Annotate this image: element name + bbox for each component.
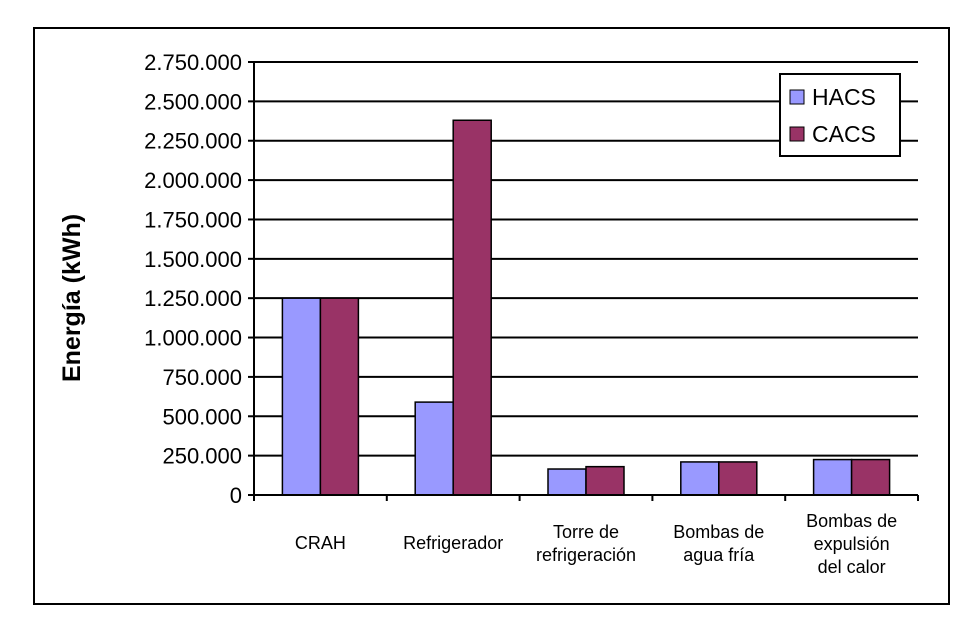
legend-label-cacs: CACS bbox=[812, 121, 876, 147]
bar-cacs-1 bbox=[452, 119, 492, 496]
x-category-label: refrigeración bbox=[536, 545, 636, 565]
y-tick-label: 0 bbox=[230, 483, 242, 508]
y-tick-label: 2.000.000 bbox=[144, 168, 242, 193]
bar-hacs-0 bbox=[281, 297, 322, 496]
legend: HACS CACS bbox=[779, 73, 901, 157]
bar-hacs-4 bbox=[812, 458, 853, 496]
y-tick-label: 2.250.000 bbox=[144, 129, 242, 154]
bar-cacs-3 bbox=[718, 461, 758, 496]
bar-cacs-4 bbox=[850, 458, 891, 496]
y-tick-label: 500.000 bbox=[162, 404, 242, 429]
bar-cacs-0 bbox=[319, 297, 360, 496]
axes bbox=[248, 61, 919, 501]
y-tick-labels: 0 250.000 500.000 750.000 1.000.000 1.250.000… bbox=[144, 50, 242, 508]
x-category-label: agua fría bbox=[683, 545, 755, 565]
y-tick-label: 250.000 bbox=[162, 444, 242, 469]
x-category-label: Bombas de bbox=[673, 522, 764, 542]
x-category-label: Refrigerador bbox=[403, 533, 503, 553]
y-tick-label: 1.750.000 bbox=[144, 207, 242, 232]
y-tick-label: 1.000.000 bbox=[144, 326, 242, 351]
x-category-label: Torre de bbox=[553, 522, 619, 542]
legend-swatch-hacs bbox=[789, 89, 805, 105]
y-tick-label: 750.000 bbox=[162, 365, 242, 390]
x-category-label: del calor bbox=[818, 557, 886, 577]
legend-box bbox=[779, 73, 901, 157]
bars bbox=[281, 119, 891, 496]
legend-label-hacs: HACS bbox=[812, 84, 876, 110]
x-category-label: expulsión bbox=[814, 534, 890, 554]
bar-hacs-2 bbox=[547, 468, 587, 496]
y-tick-label: 2.750.000 bbox=[144, 50, 242, 75]
x-category-label: CRAH bbox=[295, 533, 346, 553]
bar-hacs-1 bbox=[414, 401, 454, 496]
bar-hacs-3 bbox=[680, 461, 720, 496]
y-tick-label: 2.500.000 bbox=[144, 89, 242, 114]
x-category-label: Bombas de bbox=[806, 511, 897, 531]
y-tick-label: 1.250.000 bbox=[144, 286, 242, 311]
bar-cacs-2 bbox=[585, 465, 625, 496]
x-category-labels: CRAH Refrigerador Torre de refrigeración Bom… bbox=[295, 511, 897, 577]
legend-swatch-cacs bbox=[789, 126, 805, 142]
y-axis-label: Energía (kWh) bbox=[58, 214, 86, 382]
y-tick-label: 1.500.000 bbox=[144, 247, 242, 272]
grid-lines bbox=[254, 61, 918, 457]
